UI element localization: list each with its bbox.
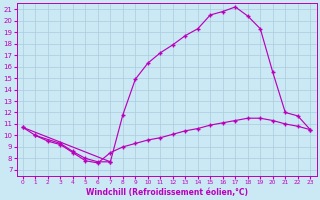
X-axis label: Windchill (Refroidissement éolien,°C): Windchill (Refroidissement éolien,°C): [85, 188, 248, 197]
